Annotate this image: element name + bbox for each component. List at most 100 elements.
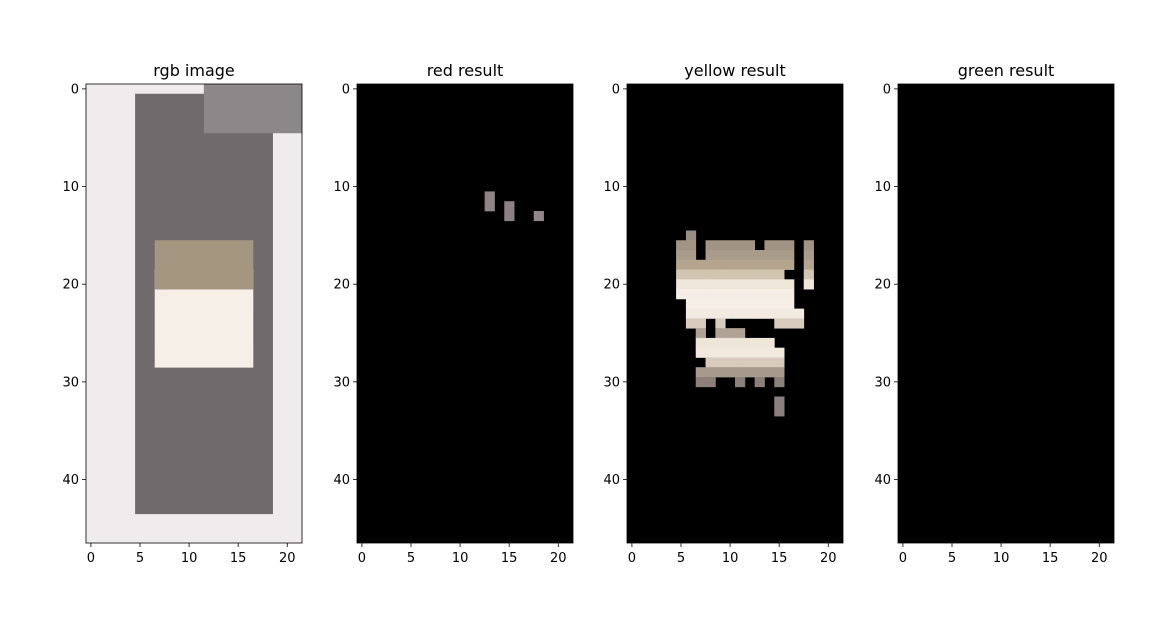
image-pixel (233, 210, 244, 222)
image-pixel (262, 152, 273, 163)
mask-pixel (754, 357, 765, 368)
y-tick-label: 0 (71, 82, 79, 97)
mask-pixel (695, 376, 706, 388)
image-pixel (243, 240, 254, 251)
mask-pixel (735, 308, 746, 319)
mask-pixel (803, 250, 814, 261)
image-pixel (184, 171, 195, 183)
axes-frame (356, 83, 574, 544)
image-pixel (223, 220, 234, 231)
image-pixel (164, 220, 175, 231)
image-pixel (174, 406, 185, 417)
image-pixel (223, 181, 234, 192)
mask-pixel (754, 308, 765, 319)
image-pixel (154, 308, 165, 319)
image-pixel (213, 269, 224, 280)
image-pixel (243, 503, 254, 515)
image-pixel (203, 396, 215, 407)
image-pixel (243, 298, 254, 310)
image-pixel (213, 259, 224, 270)
image-pixel (164, 328, 175, 339)
image-pixel (174, 220, 185, 231)
mask-pixel (725, 367, 736, 378)
mask-pixel (685, 298, 697, 310)
image-pixel (203, 435, 215, 446)
y-tick-label: 20 (874, 278, 891, 293)
mask-pixel (744, 337, 756, 349)
image-pixel (144, 142, 156, 153)
image-pixel (184, 337, 195, 349)
image-pixel (223, 103, 234, 114)
image-pixel (154, 220, 165, 231)
mask-pixel (754, 367, 765, 378)
mask-pixel (764, 289, 775, 300)
image-pixel (164, 152, 175, 163)
image-pixel (233, 152, 244, 163)
image-pixel (213, 171, 224, 183)
image-pixel (154, 240, 165, 251)
image-pixel (164, 181, 175, 192)
image-pixel (184, 406, 195, 417)
image-pixel (243, 337, 254, 349)
image-pixel (164, 494, 175, 505)
image-pixel (213, 191, 224, 202)
mask-pixel (774, 240, 785, 251)
image-pixel (223, 250, 234, 261)
image-pixel (233, 406, 244, 417)
mask-pixel (685, 259, 697, 270)
mask-pixel (803, 269, 814, 280)
image-pixel (262, 230, 273, 241)
image-pixel (252, 445, 264, 456)
y-tick-label: 10 (874, 180, 891, 195)
image-pixel (213, 357, 224, 368)
image-pixel (174, 337, 185, 349)
image-pixel (262, 357, 273, 368)
mask-pixel (705, 367, 716, 378)
image-pixel (184, 435, 195, 446)
mask-pixel (764, 279, 775, 290)
image-pixel (252, 181, 264, 192)
mask-pixel (685, 289, 697, 300)
image-pixel (233, 445, 244, 456)
image-pixel (144, 328, 156, 339)
mask-pixel (735, 259, 746, 270)
mask-pixel (685, 230, 697, 241)
image-pixel (164, 289, 175, 300)
y-tick-label: 20 (603, 278, 620, 293)
image-pixel (164, 503, 175, 515)
image-pixel (164, 132, 175, 143)
mask-pixel (735, 367, 746, 378)
image-pixel (174, 142, 185, 153)
image-pixel (144, 162, 156, 173)
image-pixel (223, 337, 234, 349)
image-pixel (144, 259, 156, 270)
mask-pixel (676, 250, 687, 261)
image-pixel (233, 220, 244, 231)
mask-pixel (685, 269, 697, 280)
image-pixel (252, 357, 264, 368)
image-pixel (252, 396, 264, 407)
image-pixel (164, 347, 175, 358)
image-pixel (213, 376, 224, 388)
image-pixel (194, 484, 205, 495)
image-pixel (203, 103, 215, 114)
image-pixel (252, 123, 264, 134)
image-pixel (194, 123, 205, 134)
image-pixel (135, 230, 146, 241)
image-pixel (233, 484, 244, 495)
y-tick-label: 10 (62, 180, 79, 195)
image-pixel (144, 132, 156, 143)
mask-pixel (504, 210, 515, 222)
image-pixel (154, 474, 165, 485)
image-pixel (213, 162, 224, 173)
image-pixel (223, 171, 234, 183)
image-pixel (223, 396, 234, 407)
x-tick-label: 0 (899, 551, 907, 566)
image-pixel (144, 93, 156, 104)
image-pixel (194, 152, 205, 163)
image-pixel (154, 455, 165, 466)
image-pixel (233, 103, 244, 114)
image-pixel (203, 152, 215, 163)
mask-pixel (735, 279, 746, 290)
image-pixel (135, 269, 146, 280)
